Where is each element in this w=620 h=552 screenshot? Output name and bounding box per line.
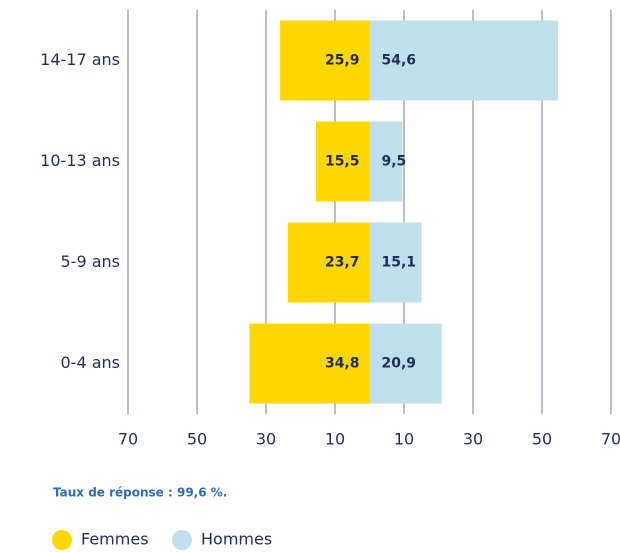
category-label: 10-13 ans	[40, 151, 120, 170]
bar	[287, 222, 370, 303]
bar	[369, 323, 442, 404]
legend-swatch	[172, 530, 192, 550]
value-label: 15,1	[382, 255, 417, 271]
legend-label: Femmes	[81, 530, 149, 549]
bar	[280, 20, 370, 101]
x-tick-label: 30	[256, 430, 276, 449]
x-tick-label: 50	[532, 430, 552, 449]
legend-label: Hommes	[201, 530, 272, 549]
value-label: 54,6	[382, 53, 417, 69]
category-label: 5-9 ans	[61, 252, 121, 271]
bar	[369, 20, 558, 101]
x-tick-label: 10	[394, 430, 414, 449]
x-tick-label: 70	[118, 430, 138, 449]
value-label: 25,9	[325, 53, 360, 69]
value-label: 20,9	[382, 356, 417, 372]
bar	[249, 323, 370, 404]
category-label: 0-4 ans	[61, 353, 121, 372]
x-tick-label: 50	[187, 430, 207, 449]
x-tick-label: 30	[463, 430, 483, 449]
category-label: 14-17 ans	[40, 50, 120, 69]
value-label: 23,7	[325, 255, 360, 271]
value-label: 15,5	[325, 154, 360, 170]
value-label: 34,8	[325, 356, 360, 372]
x-tick-label: 70	[601, 430, 620, 449]
bar	[316, 121, 370, 202]
legend-swatch	[52, 530, 72, 550]
bar	[369, 121, 403, 202]
value-label: 9,5	[382, 154, 407, 170]
bar	[369, 222, 422, 303]
x-tick-label: 10	[325, 430, 345, 449]
note: Taux de réponse : 99,6 %.	[53, 486, 227, 500]
